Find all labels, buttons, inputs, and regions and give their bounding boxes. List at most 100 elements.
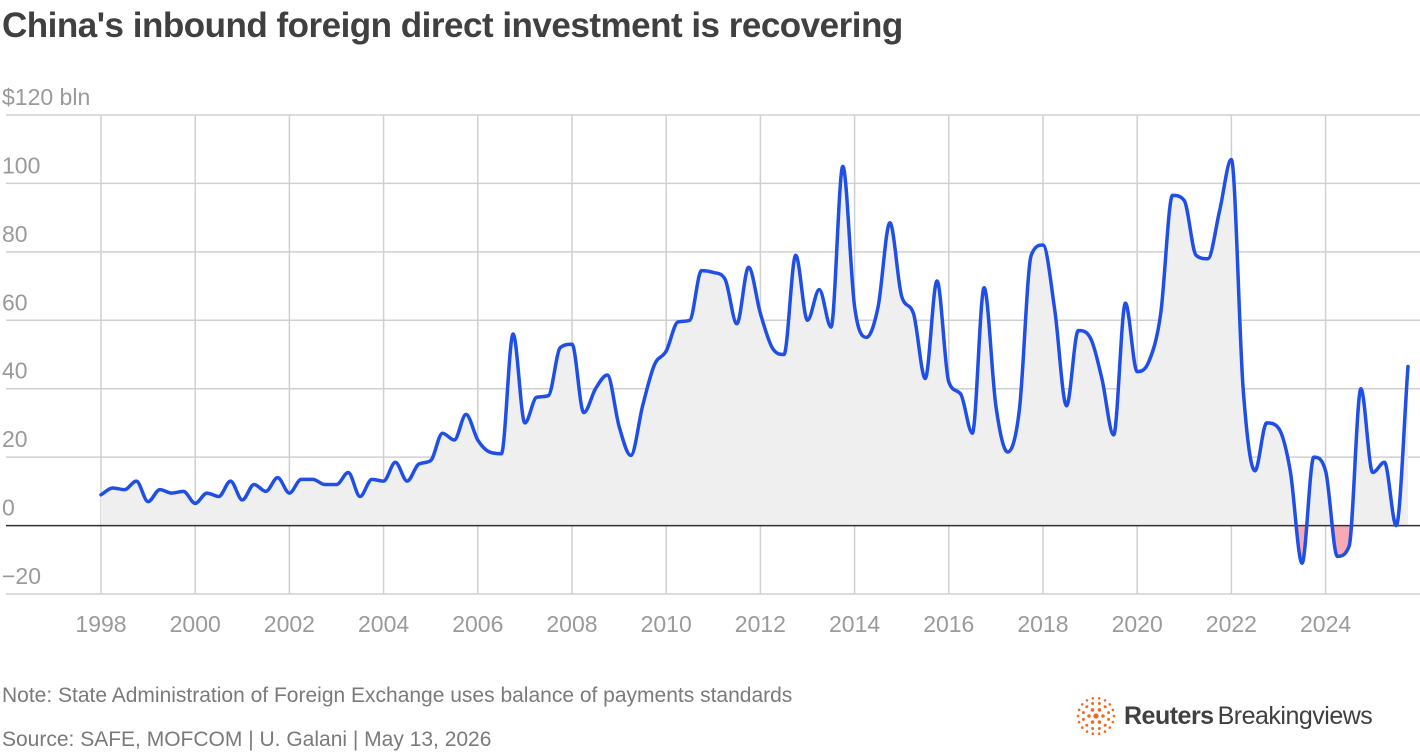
data-point xyxy=(1029,253,1033,257)
data-point xyxy=(935,279,939,283)
data-point xyxy=(1171,193,1175,197)
data-point xyxy=(323,483,327,487)
data-point xyxy=(888,221,892,225)
data-point xyxy=(1276,426,1280,430)
data-point xyxy=(311,477,315,481)
data-point xyxy=(676,320,680,324)
data-point xyxy=(805,318,809,322)
data-point xyxy=(782,353,786,357)
reuters-dotted-sphere-icon xyxy=(1076,696,1116,736)
data-point xyxy=(959,392,963,396)
data-point xyxy=(1041,243,1045,247)
data-point xyxy=(747,265,751,269)
data-point xyxy=(864,335,868,339)
data-point xyxy=(947,380,951,384)
data-point xyxy=(1123,301,1127,305)
data-point xyxy=(1065,404,1069,408)
data-point xyxy=(853,305,857,309)
data-point xyxy=(1347,544,1351,548)
x-tick-label: 2004 xyxy=(358,611,409,637)
x-tick-label: 2010 xyxy=(641,611,692,637)
data-point xyxy=(617,424,621,428)
data-point xyxy=(111,486,115,490)
data-point xyxy=(452,438,456,442)
data-point xyxy=(499,452,503,456)
data-point xyxy=(535,395,539,399)
data-point xyxy=(923,376,927,380)
data-point xyxy=(770,346,774,350)
data-point xyxy=(1112,433,1116,437)
data-point xyxy=(264,489,268,493)
y-tick-label: −20 xyxy=(2,563,41,589)
chart-source: Source: SAFE, MOFCOM | U. Galani | May 1… xyxy=(2,728,492,751)
data-point xyxy=(476,438,480,442)
data-point xyxy=(911,311,915,315)
data-point xyxy=(429,459,433,463)
data-point xyxy=(1135,370,1139,374)
y-axis-tick-labels: −20 0 20 40 60 80 100 $120 bln xyxy=(2,84,90,589)
data-point xyxy=(688,318,692,322)
data-point xyxy=(558,346,562,350)
data-point xyxy=(370,477,374,481)
chart-title: China's inbound foreign direct investmen… xyxy=(2,6,903,45)
data-point xyxy=(440,431,444,435)
data-point xyxy=(123,488,127,492)
data-point xyxy=(723,277,727,281)
data-point xyxy=(181,489,185,493)
x-tick-label: 2000 xyxy=(170,611,221,637)
data-point xyxy=(829,325,833,329)
data-point xyxy=(417,462,421,466)
data-point xyxy=(252,483,256,487)
data-point xyxy=(841,164,845,168)
data-point xyxy=(1100,376,1104,380)
data-point xyxy=(546,394,550,398)
x-tick-label: 2016 xyxy=(923,611,974,637)
data-point xyxy=(299,477,303,481)
data-point xyxy=(1241,387,1245,391)
y-tick-label: 80 xyxy=(2,221,28,247)
data-point xyxy=(1371,471,1375,475)
data-point xyxy=(758,311,762,315)
data-point xyxy=(1324,469,1328,473)
x-tick-label: 2022 xyxy=(1206,611,1257,637)
y-tick-label: 100 xyxy=(2,152,40,178)
x-axis-tick-labels: 1998 2000 2002 2004 2006 2008 2010 2012 2014 2016… xyxy=(75,611,1351,637)
x-tick-label: 2020 xyxy=(1112,611,1163,637)
data-point xyxy=(817,287,821,291)
data-point xyxy=(1312,455,1316,459)
y-tick-label: 40 xyxy=(2,358,28,384)
data-point xyxy=(99,493,103,497)
data-point xyxy=(1194,253,1198,257)
data-point xyxy=(629,453,633,457)
reuters-breakingviews-logo: Reuters Breakingviews xyxy=(1076,696,1373,736)
data-point xyxy=(205,491,209,495)
data-point xyxy=(1382,460,1386,464)
data-point xyxy=(1335,554,1339,558)
data-point xyxy=(594,387,598,391)
x-tick-label: 1998 xyxy=(75,611,126,637)
data-point xyxy=(229,479,233,483)
x-tick-label: 2024 xyxy=(1300,611,1351,637)
data-point xyxy=(217,494,221,498)
data-point xyxy=(240,498,244,502)
data-point xyxy=(605,373,609,377)
data-point xyxy=(488,450,492,454)
data-point xyxy=(1147,359,1151,363)
data-point xyxy=(358,494,362,498)
fdi-series-line xyxy=(99,157,1410,565)
data-point xyxy=(970,431,974,435)
data-point xyxy=(794,253,798,257)
data-point xyxy=(464,412,468,416)
positive-area-fill xyxy=(101,159,1408,526)
data-point xyxy=(1053,308,1057,312)
data-point xyxy=(994,404,998,408)
x-tick-label: 2018 xyxy=(1017,611,1068,637)
data-point xyxy=(193,501,197,505)
data-point xyxy=(735,322,739,326)
brand-name: Reuters xyxy=(1124,701,1214,730)
data-point xyxy=(405,479,409,483)
data-point xyxy=(170,491,174,495)
data-point xyxy=(1076,329,1080,333)
x-tick-label: 2008 xyxy=(546,611,597,637)
